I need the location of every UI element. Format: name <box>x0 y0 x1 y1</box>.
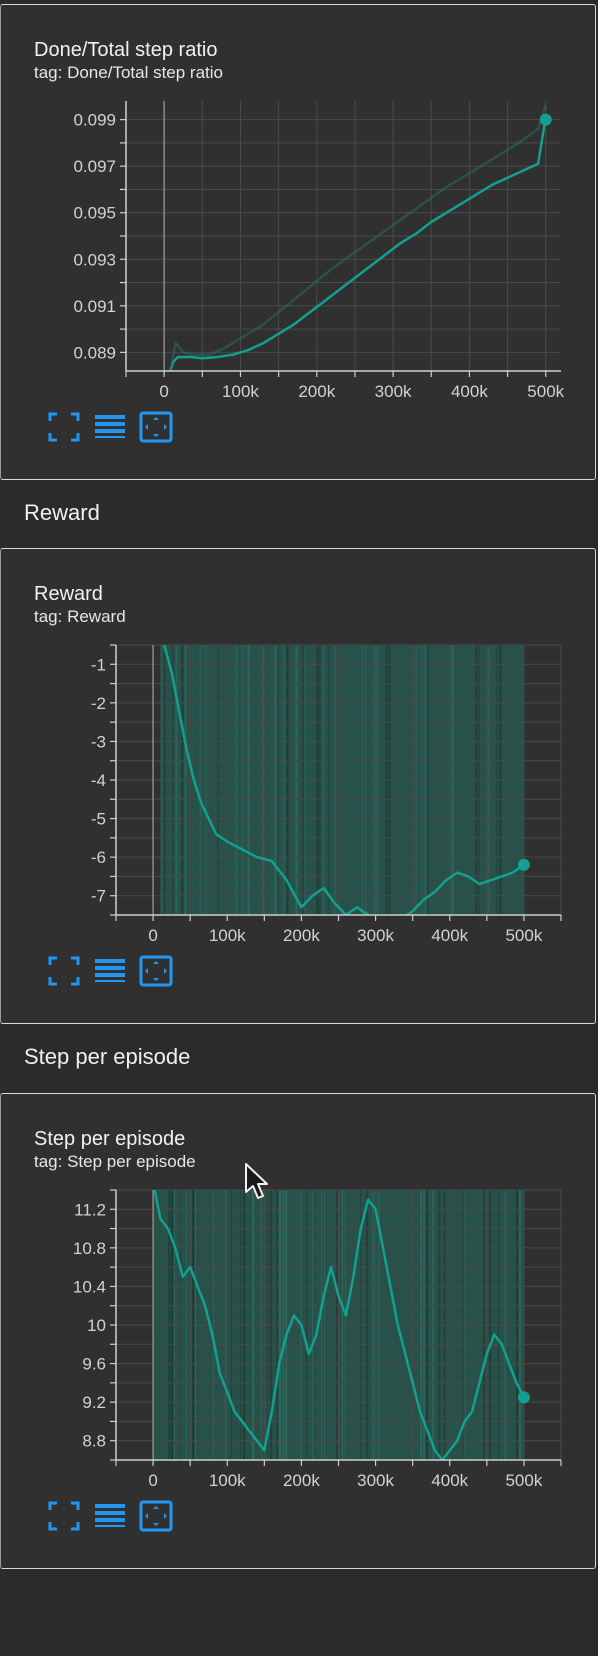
card-tag: tag: Step per episode <box>34 1152 196 1171</box>
y-tick-label: -6 <box>91 848 106 867</box>
chart-toolbar <box>47 1500 187 1532</box>
list-lines-button[interactable] <box>93 955 127 987</box>
card-tag: tag: Done/Total step ratio <box>34 63 224 82</box>
x-tick-label: 400k <box>451 382 488 401</box>
y-tick-label: -1 <box>91 655 106 674</box>
y-tick-label: 10 <box>87 1316 106 1335</box>
y-tick-label: 0.091 <box>73 297 116 316</box>
series-line-raw <box>169 105 547 371</box>
x-tick-label: 300k <box>357 1471 394 1490</box>
fullscreen-icon <box>48 1501 80 1531</box>
x-tick-label: 100k <box>209 926 246 945</box>
y-tick-label: 0.095 <box>73 204 116 223</box>
y-tick-label: -5 <box>91 810 106 829</box>
fit-domain-icon <box>139 955 173 987</box>
y-minor-ticks <box>120 119 126 353</box>
last-point-marker <box>539 113 552 126</box>
fit-domain-icon <box>139 1500 173 1532</box>
y-tick-label: 0.089 <box>73 343 116 362</box>
line-chart-reward[interactable]: -1 -2 -3 -4 -5 -6 -7 0 100k 200k 300k 400k 500k <box>1 635 597 965</box>
y-minor-ticks <box>110 644 116 916</box>
y-tick-label: -4 <box>91 771 106 790</box>
list-lines-icon <box>95 415 125 438</box>
x-tick-label: 200k <box>283 926 320 945</box>
y-tick-label: 11.2 <box>74 1200 106 1219</box>
chart-card-reward: Reward tag: Reward -1 -2 -3 -4 -5 -6 -7 0 100k 20… <box>0 548 596 1024</box>
mouse-pointer-icon <box>245 1163 268 1199</box>
series-line-smoothed <box>153 1190 526 1460</box>
x-tick-label: 300k <box>375 382 412 401</box>
x-tick-label: 0 <box>148 926 157 945</box>
chart-card-step-per-episode: Step per episode tag: Step per episode 8… <box>0 1093 596 1569</box>
series-line-smoothed <box>169 117 547 371</box>
y-minor-ticks <box>110 1189 116 1461</box>
chart-toolbar <box>47 955 187 987</box>
x-tick-label: 400k <box>431 926 468 945</box>
x-tick-label: 200k <box>283 1471 320 1490</box>
fullscreen-button[interactable] <box>47 1500 81 1532</box>
x-tick-label: 300k <box>357 926 394 945</box>
y-tick-label: -2 <box>91 694 106 713</box>
list-lines-button[interactable] <box>93 1500 127 1532</box>
fit-domain-button[interactable] <box>139 1500 173 1532</box>
card-title: Step per episode <box>34 1128 186 1150</box>
list-lines-icon <box>95 1504 125 1527</box>
line-chart-done-total[interactable]: 0.089 0.091 0.093 0.095 0.097 0.099 0 100k 200k 3… <box>1 91 597 421</box>
y-tick-label: 10.8 <box>73 1239 106 1258</box>
chart-toolbar <box>47 411 187 443</box>
last-point-marker <box>517 1391 530 1404</box>
list-lines-icon <box>95 959 125 982</box>
fullscreen-icon <box>48 956 80 986</box>
x-tick-label: 0 <box>159 382 168 401</box>
section-header-reward[interactable]: Reward <box>24 500 100 525</box>
x-tick-label: 0 <box>148 1471 157 1490</box>
x-tick-label: 500k <box>505 926 542 945</box>
x-minor-ticks <box>125 371 547 377</box>
chart-card-done-total: Done/Total step ratio tag: Done/Total st… <box>0 4 596 480</box>
section-header-step-per-episode[interactable]: Step per episode <box>24 1044 191 1069</box>
x-tick-label: 500k <box>505 1471 542 1490</box>
card-title: Done/Total step ratio <box>34 39 218 61</box>
fullscreen-button[interactable] <box>47 955 81 987</box>
y-tick-label: 10.4 <box>73 1277 106 1296</box>
y-tick-label: 8.8 <box>82 1432 106 1451</box>
fit-domain-icon <box>139 411 173 443</box>
x-minor-ticks <box>115 1460 562 1466</box>
last-point-marker <box>517 858 530 871</box>
y-tick-label: 9.6 <box>82 1355 106 1374</box>
x-tick-label: 200k <box>298 382 335 401</box>
x-minor-ticks <box>115 915 562 921</box>
fullscreen-button[interactable] <box>47 411 81 443</box>
x-tick-label: 500k <box>527 382 564 401</box>
y-tick-label: 0.093 <box>73 250 116 269</box>
x-tick-label: 100k <box>222 382 259 401</box>
card-tag: tag: Reward <box>34 607 126 626</box>
grid-lines <box>125 101 561 371</box>
fit-domain-button[interactable] <box>139 411 173 443</box>
line-chart-step-per-episode[interactable]: 8.8 9.2 9.6 10 10.4 10.8 11.2 0 100k 200k 300k 400k… <box>1 1180 597 1510</box>
y-tick-label: 0.099 <box>73 111 116 130</box>
series-line-smoothed <box>162 645 525 915</box>
fullscreen-icon <box>48 412 80 442</box>
card-title: Reward <box>34 583 103 605</box>
y-tick-label: 9.2 <box>82 1393 106 1412</box>
y-tick-label: -7 <box>91 887 106 906</box>
y-tick-label: -3 <box>91 732 106 751</box>
y-tick-label: 0.097 <box>73 157 116 176</box>
x-tick-label: 400k <box>431 1471 468 1490</box>
list-lines-button[interactable] <box>93 411 127 443</box>
fit-domain-button[interactable] <box>139 955 173 987</box>
x-tick-label: 100k <box>209 1471 246 1490</box>
